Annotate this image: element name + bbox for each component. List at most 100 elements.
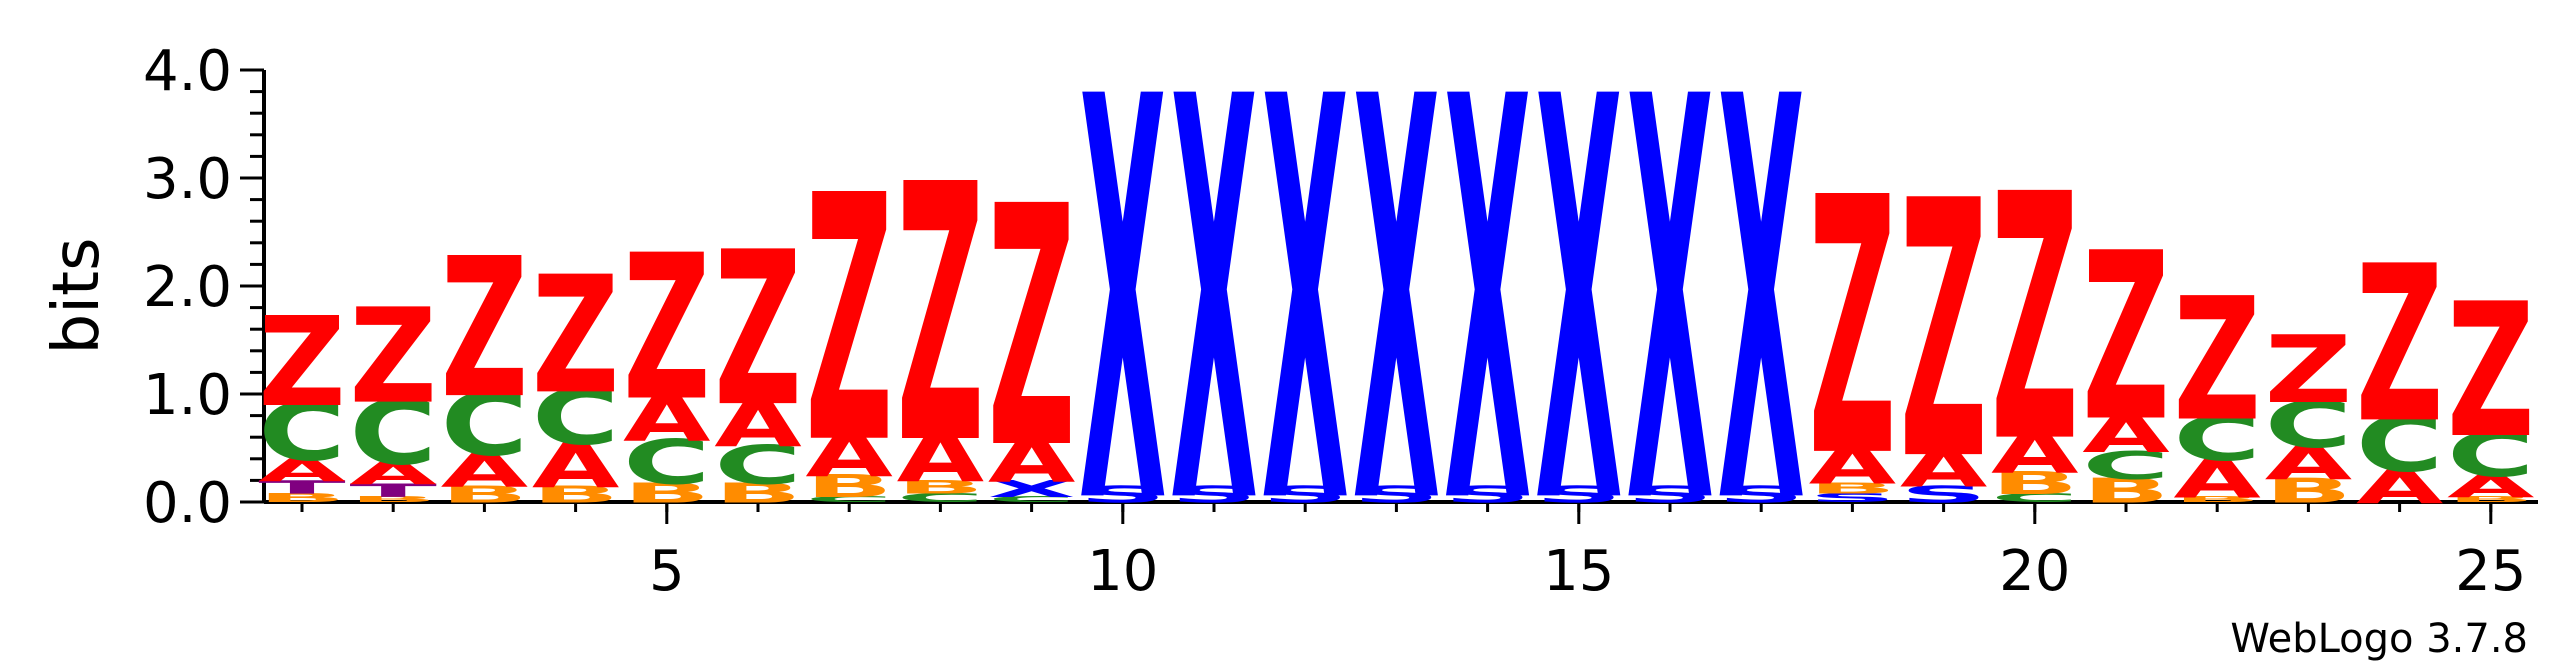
logo-column-13: SX (1353, 0, 1441, 627)
x-tick-label: 15 (1543, 539, 1614, 604)
y-tick-label: 1.0 (143, 363, 232, 428)
glyph-c: C (805, 495, 893, 504)
glyph-s: S (1626, 481, 1714, 508)
glyph-a: A (258, 452, 346, 488)
glyph-z: Z (897, 111, 985, 522)
glyph-z: Z (1991, 122, 2079, 516)
glyph-x: X (1170, 0, 1258, 627)
glyph-z: Z (623, 212, 711, 444)
glyph-z: Z (714, 206, 802, 453)
glyph-z: Z (988, 136, 1076, 521)
glyph-b: B (258, 491, 346, 505)
glyph-c: C (2265, 387, 2353, 462)
x-tick-label: 5 (649, 539, 685, 604)
glyph-a: A (988, 425, 1076, 497)
glyph-a: A (441, 444, 529, 497)
glyph-x: X (1626, 0, 1714, 627)
glyph-b: B (1809, 480, 1897, 498)
glyph-c: C (441, 374, 529, 476)
glyph-x: X (1535, 0, 1623, 627)
glyph-z: Z (2265, 317, 2353, 424)
glyph-z: Z (2082, 204, 2170, 472)
logo-column-14: SX (1444, 0, 1532, 627)
y-tick-label: 4.0 (143, 39, 232, 104)
glyph-s: S (1717, 481, 1805, 508)
x-tick-label: 25 (2455, 539, 2526, 604)
x-tick-label: 10 (1087, 539, 1158, 604)
glyph-z: Z (2356, 221, 2444, 471)
glyph-a: A (897, 418, 985, 498)
glyph-t: T (349, 480, 437, 502)
glyph-x: X (1353, 0, 1441, 627)
glyph-z: Z (532, 242, 620, 430)
glyph-c: C (532, 373, 620, 463)
glyph-b: B (2082, 471, 2170, 511)
y-tick-label: 3.0 (143, 147, 232, 212)
glyph-a: A (2082, 402, 2170, 465)
glyph-z: Z (1809, 124, 1897, 535)
glyph-z: Z (441, 217, 529, 441)
glyph-b: B (349, 495, 437, 504)
glyph-a: A (532, 430, 620, 502)
glyph-x: X (1079, 0, 1167, 627)
glyph-x: X (1261, 0, 1349, 627)
glyph-s: S (1079, 481, 1167, 508)
glyph-c: C (714, 433, 802, 496)
glyph-a: A (2173, 448, 2261, 511)
glyph-b: B (805, 469, 893, 505)
glyph-b: B (623, 477, 711, 509)
logo-column-17: SX (1717, 0, 1805, 627)
glyph-c: C (349, 381, 437, 485)
glyph-b: B (532, 481, 620, 508)
glyph-c: C (2356, 400, 2444, 490)
glyph-b: B (1991, 465, 2079, 501)
glyph-z: Z (2173, 262, 2261, 459)
glyph-b: B (2173, 495, 2261, 504)
glyph-c: C (2447, 420, 2535, 491)
glyph-a: A (2356, 461, 2444, 514)
glyph-a: A (805, 419, 893, 491)
glyph-a: A (2447, 469, 2535, 505)
glyph-c: C (623, 427, 711, 498)
glyph-z: Z (1900, 128, 1988, 539)
logo-column-19: SAZ (1900, 128, 1988, 539)
glyph-t: T (258, 477, 346, 499)
glyph-s: S (1444, 481, 1532, 508)
glyph-a: A (349, 456, 437, 492)
glyph-s: S (1900, 481, 1988, 508)
glyph-b: B (2265, 471, 2353, 511)
logo-column-15: SX (1535, 0, 1623, 627)
glyph-a: A (1900, 437, 1988, 500)
logo-column-12: SX (1261, 0, 1349, 627)
x-tick-label: 20 (1999, 539, 2070, 604)
glyph-a: A (1991, 419, 2079, 487)
glyph-c: C (988, 495, 1076, 504)
glyph-b: B (897, 477, 985, 498)
glyph-a: A (623, 381, 711, 456)
y-tick-label: 0.0 (143, 471, 232, 536)
glyph-s: S (1170, 481, 1258, 508)
glyph-x: X (1717, 0, 1805, 627)
glyph-x: X (1444, 0, 1532, 627)
glyph-s: S (1809, 491, 1897, 505)
glyph-b: B (2447, 495, 2535, 504)
glyph-a: A (714, 386, 802, 461)
logo-column-10: SX (1079, 0, 1167, 627)
logo-column-24: ACZ (2356, 221, 2444, 514)
glyph-z: Z (349, 280, 437, 433)
glyph-s: S (1353, 481, 1441, 508)
